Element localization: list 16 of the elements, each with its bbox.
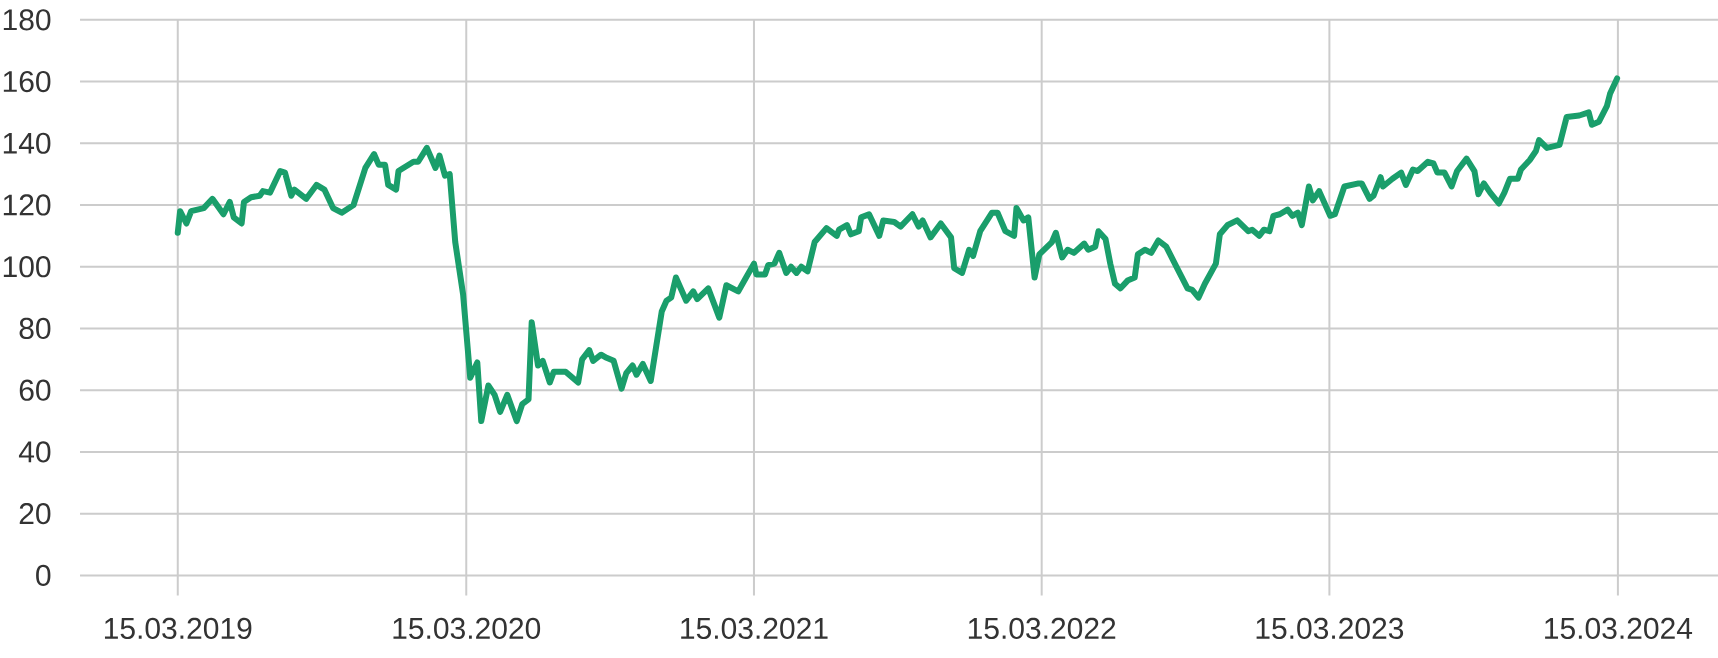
- y-tick-label: 20: [19, 503, 51, 525]
- y-tick-label: 0: [36, 564, 51, 586]
- x-tick-label: 15.03.2023: [1256, 617, 1404, 640]
- x-tick-label: 15.03.2020: [393, 617, 541, 640]
- x-tick-label: 15.03.2022: [968, 617, 1116, 640]
- x-tick-label: 15.03.2019: [104, 617, 252, 640]
- y-tick-label: 40: [18, 441, 51, 463]
- y-tick-label: 160: [3, 70, 51, 93]
- y-tick-label: 180: [3, 9, 51, 31]
- x-tick-label: 15.03.2021: [681, 617, 828, 640]
- y-tick-label: 140: [3, 132, 51, 154]
- y-tick-label: 100: [3, 256, 51, 278]
- x-tick-label: 15.03.2024: [1545, 617, 1693, 640]
- y-tick-label: 120: [3, 194, 51, 216]
- y-tick-label: 80: [19, 317, 51, 340]
- y-tick-label: 60: [19, 379, 51, 401]
